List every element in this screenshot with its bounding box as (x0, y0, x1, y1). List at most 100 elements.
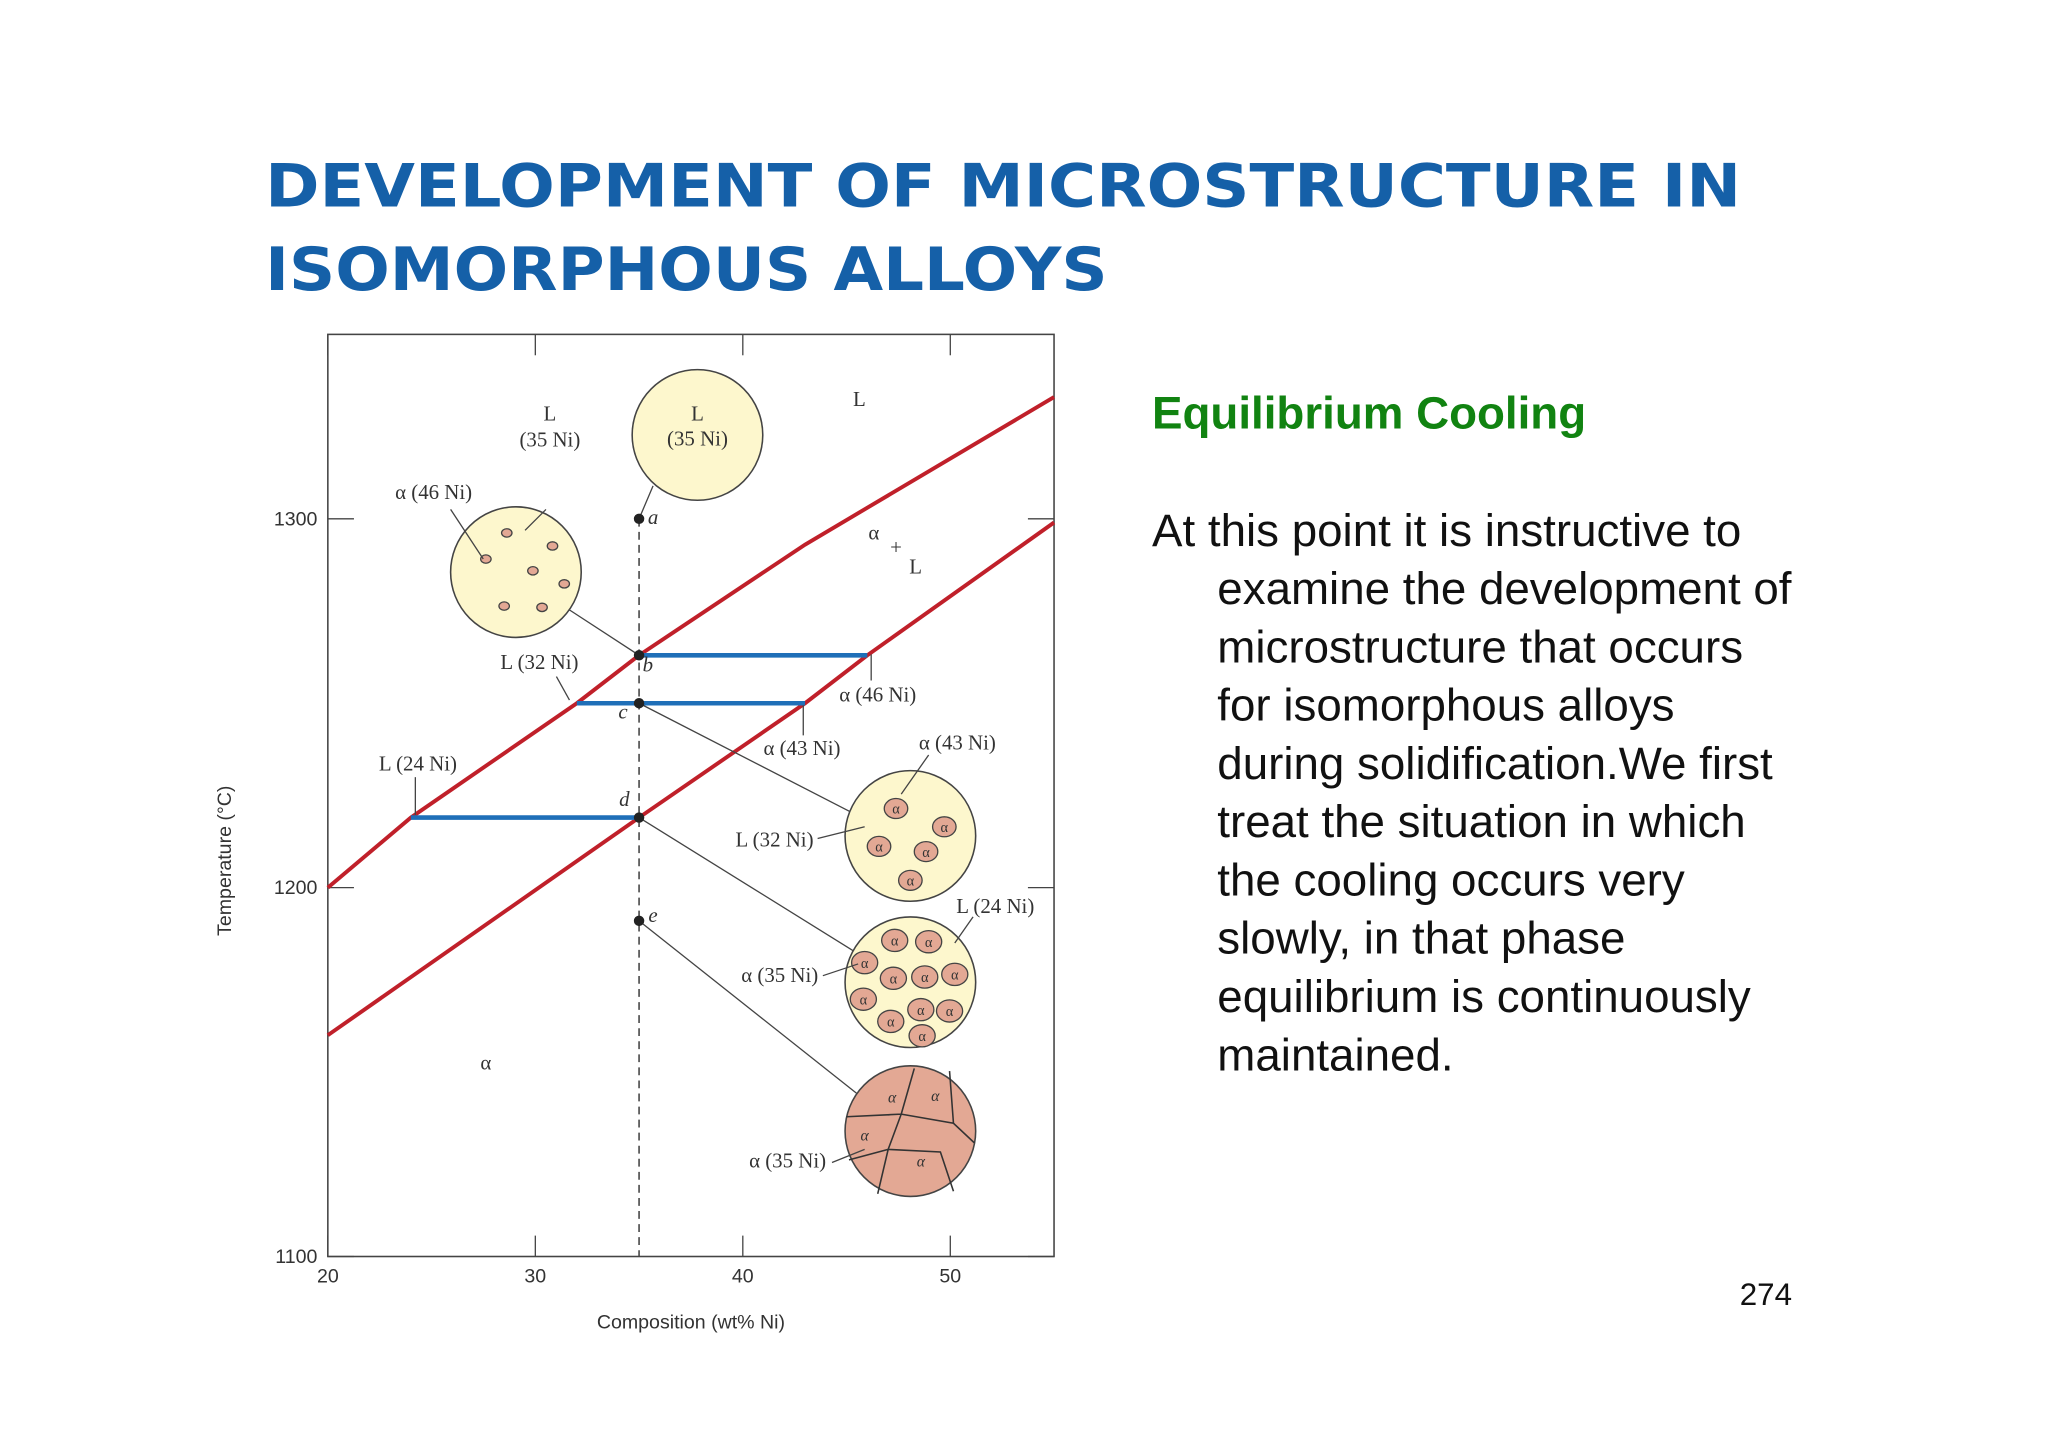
point (633, 650, 645, 661)
body-line: examine the development of (1217, 563, 1791, 614)
annotation: L (32 Ni) (735, 827, 813, 851)
arrow (555, 676, 571, 701)
x-axis-label: Composition (wt% Ni) (597, 1311, 785, 1333)
alpha-grain (877, 1009, 905, 1034)
arrow (524, 508, 547, 531)
arrow (817, 826, 865, 840)
droplet (546, 541, 559, 551)
grain-label: α (917, 1003, 925, 1019)
leader-line (638, 817, 856, 953)
grain-label: α (921, 970, 929, 986)
droplet (498, 601, 511, 611)
microstructure (844, 769, 977, 903)
grain-label: α (860, 992, 868, 1008)
grain-label: α (890, 972, 898, 988)
alpha-grain (883, 797, 909, 820)
grain-label: α (931, 1088, 940, 1105)
body-line: during solidification.We first (1217, 738, 1773, 789)
arrow (831, 1148, 865, 1164)
body-line: for isomorphous alloys (1217, 680, 1674, 731)
leader-line (638, 920, 859, 1096)
body-line: equilibrium is continuously (1217, 971, 1751, 1022)
leader-line (638, 702, 852, 814)
body-line: slowly, in that phase (1217, 913, 1625, 964)
annotation: α (35 Ni) (741, 963, 818, 987)
grain-label: α (922, 845, 930, 861)
x-tick-label: 50 (939, 1266, 961, 1288)
point (633, 513, 645, 525)
grain-label: α (925, 935, 933, 951)
annotation: L (32 Ni) (500, 650, 578, 674)
grain-label: α (946, 1004, 954, 1020)
droplet (558, 579, 571, 589)
y-tick-label: 1100 (275, 1246, 317, 1268)
alpha-grain (879, 966, 908, 991)
annotation: L (909, 554, 922, 578)
microstructure (631, 368, 764, 502)
droplet (536, 602, 548, 613)
alpha-grain (850, 950, 879, 975)
alpha-grain (941, 962, 969, 987)
grain-label: α (875, 840, 883, 856)
annotation: α (46 Ni) (839, 682, 916, 706)
point-label: a (648, 505, 658, 529)
alpha-grain (931, 816, 957, 838)
alpha-grain (849, 987, 878, 1011)
alpha-grain (866, 835, 892, 858)
x-tick-label: 20 (317, 1266, 339, 1288)
annotation: (35 Ni) (667, 426, 728, 450)
annotation: α (35 Ni) (749, 1149, 826, 1173)
annotation: α (43 Ni) (763, 736, 840, 760)
annotation: α (868, 520, 879, 544)
arrow (900, 754, 930, 795)
droplet (527, 565, 539, 576)
point-label: e (648, 903, 657, 927)
alpha-grain (908, 1024, 936, 1048)
microstructure (449, 506, 583, 639)
grain-label: α (861, 956, 869, 972)
y-tick-label: 1200 (274, 877, 318, 899)
y-tick-label: 1300 (274, 508, 318, 530)
arrow (822, 963, 859, 977)
point-label: b (643, 652, 653, 676)
alpha-grain (880, 928, 909, 953)
annotation: L (853, 387, 866, 411)
grain-label: α (887, 1015, 895, 1031)
grain-label: α (892, 802, 900, 818)
grain-label: α (951, 968, 959, 984)
annotation: L (543, 402, 556, 426)
droplet (500, 528, 513, 538)
annotation: L (24 Ni) (379, 752, 457, 776)
arrow (450, 509, 484, 560)
alpha-grain (935, 999, 964, 1023)
leader-line (565, 606, 640, 656)
microstructure (844, 1065, 977, 1198)
alpha-grain (913, 840, 939, 863)
alpha-grain (914, 929, 943, 954)
alpha-grain (897, 869, 923, 891)
body-line: maintained. (1217, 1029, 1453, 1080)
title-line: ISOMORPHOUS ALLOYS (265, 235, 1107, 305)
title-line: DEVELOPMENT OF MICROSTRUCTURE IN (265, 151, 1741, 221)
y-axis-label: Temperature (°C) (214, 786, 236, 936)
annotation: L (24 Ni) (956, 894, 1034, 918)
point (633, 915, 645, 927)
alpha-grain (911, 965, 939, 989)
grain-label: α (941, 820, 949, 836)
body-line: At this point it is instructive to (1152, 505, 1741, 556)
grain-boundary (846, 1068, 975, 1194)
grain-label: α (917, 1153, 926, 1170)
point (633, 698, 645, 709)
grain-label: α (888, 1089, 897, 1106)
point (633, 812, 645, 823)
body-line: microstructure that occurs (1217, 621, 1743, 672)
annotation: α (480, 1051, 491, 1075)
annotation: α (43 Ni) (919, 731, 996, 755)
grain-label: α (891, 934, 899, 950)
arrow (954, 916, 974, 944)
grain-label: α (918, 1029, 926, 1045)
annotation: L (691, 402, 704, 426)
x-tick-label: 40 (732, 1266, 754, 1288)
point-label: d (619, 787, 630, 811)
